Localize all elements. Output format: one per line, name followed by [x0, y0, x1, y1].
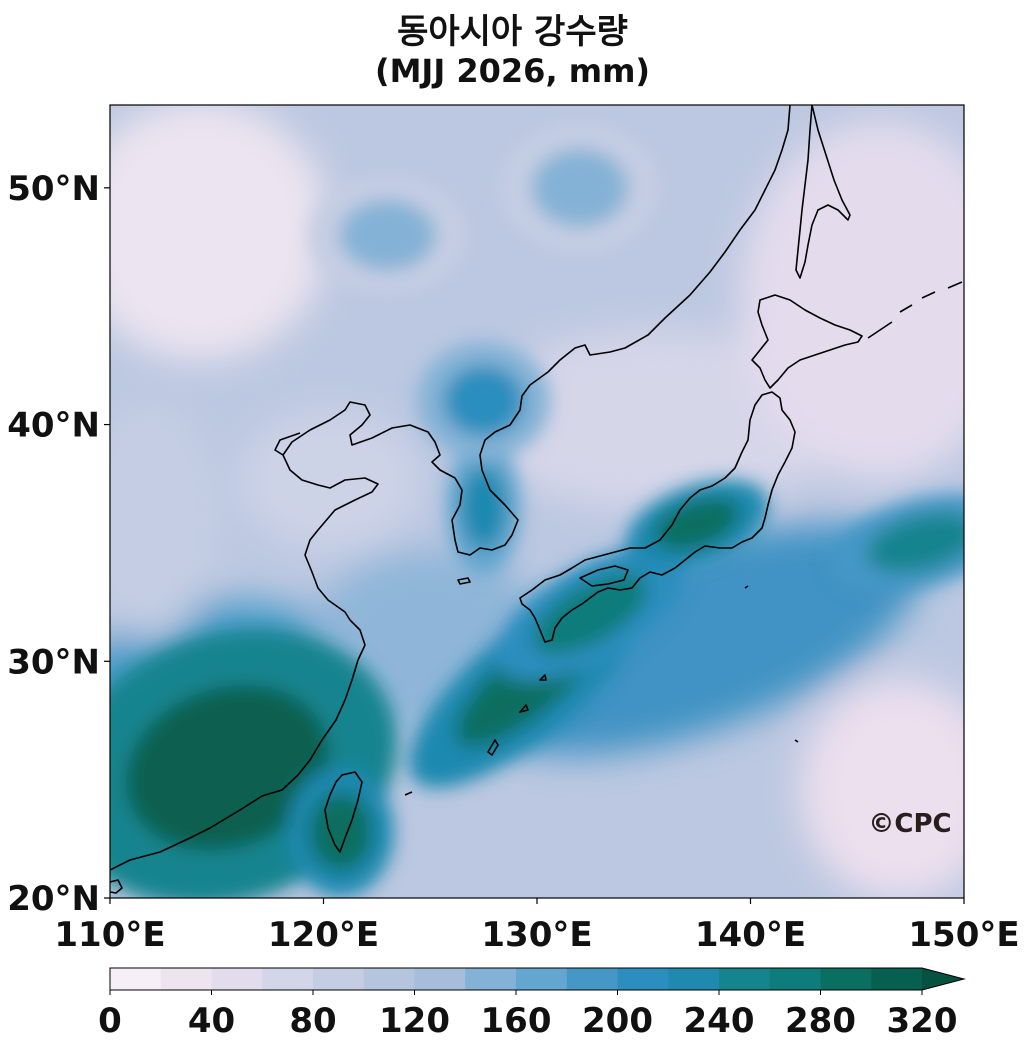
- colorbar: [109, 967, 966, 991]
- map-subtitle: (MJJ 2026, mm): [374, 52, 651, 90]
- colorbar-segment: [769, 968, 822, 990]
- map-plot-area: ©CPC: [110, 105, 964, 898]
- japan-south-coastline: [519, 391, 796, 643]
- colorbar-segment: [160, 968, 213, 990]
- map-title: 동아시아 강수량: [397, 12, 628, 52]
- rain-zone-korea: [461, 466, 507, 549]
- lat-tick-label: 30°N: [7, 642, 100, 682]
- rain-zone-north-korea-ne-china: [443, 365, 524, 437]
- colorbar-segment: [820, 968, 872, 990]
- colorbar-segment: [110, 968, 162, 990]
- rain-zone-pacific-east: [866, 513, 964, 573]
- lon-tick-label: 140°E: [695, 915, 806, 955]
- rain-zone-honshu-central: [654, 497, 740, 551]
- colorbar-tick-label: 320: [887, 1001, 958, 1041]
- colorbar-tick-label: 0: [98, 1001, 122, 1041]
- lat-tick-label: 50°N: [7, 169, 100, 209]
- lon-tick-label: 120°E: [268, 915, 379, 955]
- lon-tick-label: 110°E: [54, 915, 165, 955]
- rain-zone-outer-manchuria: [531, 148, 628, 227]
- colorbar-segment: [566, 968, 619, 990]
- colorbar-segment: [313, 968, 365, 990]
- colorbar-extend-arrow: [922, 968, 964, 990]
- colorbar-tick-label: 200: [582, 1001, 653, 1041]
- colorbar-segment: [465, 968, 517, 990]
- rain-zone-ne-china-west: [339, 199, 436, 271]
- mainland-coastline: [110, 105, 791, 871]
- kuril-coastline: [867, 281, 963, 339]
- rain-cores: [110, 122, 964, 898]
- lat-tick-label: 20°N: [7, 879, 100, 919]
- sakhalin-coastline: [795, 105, 851, 279]
- taiwan-coastline: [324, 771, 363, 853]
- colorbar-segment: [516, 968, 568, 990]
- colorbar-segment: [871, 968, 923, 990]
- colorbar-segment: [414, 968, 466, 990]
- shikoku-coastline: [579, 565, 629, 587]
- rain-zone-south-china: [125, 684, 329, 851]
- lon-tick-label: 150°E: [908, 915, 1019, 955]
- colorbar-segment: [668, 968, 720, 990]
- colorbar-tick-label: 240: [684, 1001, 755, 1041]
- colorbar-segment: [617, 968, 669, 990]
- colorbar-tick-label: 160: [481, 1001, 552, 1041]
- coastlines: [110, 105, 963, 894]
- longitude-ticks: 110°E 120°E 130°E 140°E 150°E: [54, 898, 1020, 955]
- colorbar-segment: [363, 968, 416, 990]
- shandong-coastline: [274, 432, 301, 456]
- colorbar-tick-label: 40: [188, 1001, 235, 1041]
- hokkaido-coastline: [751, 294, 863, 389]
- ryukyu-coastline: [404, 585, 799, 796]
- colorbar-segment: [211, 968, 263, 990]
- latitude-ticks: 20°N 30°N 40°N 50°N: [7, 169, 110, 919]
- cpc-watermark: ©CPC: [868, 809, 951, 839]
- colorbar-tick-label: 80: [289, 1001, 336, 1041]
- colorbar-segment: [262, 968, 314, 990]
- colorbar-segment: [719, 968, 771, 990]
- lon-tick-label: 130°E: [481, 915, 592, 955]
- jeju-coastline: [457, 577, 471, 585]
- colorbar-outline: [109, 967, 966, 991]
- rain-zone-taiwan: [308, 792, 373, 871]
- lat-tick-label: 40°N: [7, 406, 100, 446]
- colorbar-tick-label: 280: [785, 1001, 856, 1041]
- rain-zone-kyushu-band: [533, 573, 648, 655]
- hainan-coastline: [110, 879, 123, 894]
- colorbar-tick-label: 120: [379, 1001, 450, 1041]
- colorbar-tick-labels: 0 40 80 120 160 200 240 280 320: [98, 990, 957, 1041]
